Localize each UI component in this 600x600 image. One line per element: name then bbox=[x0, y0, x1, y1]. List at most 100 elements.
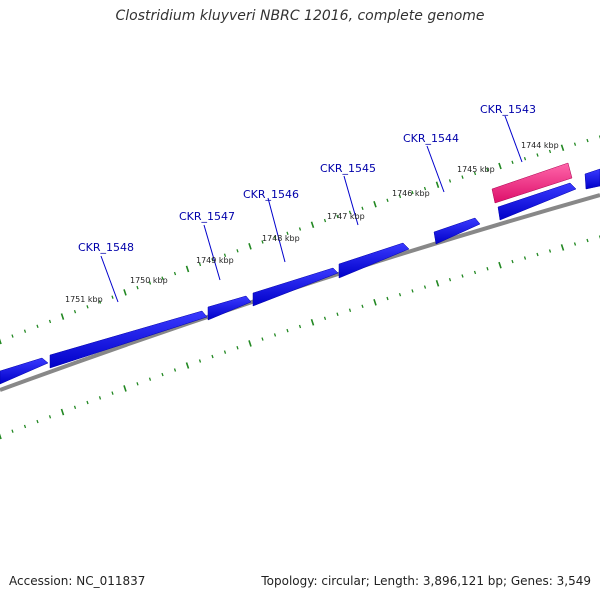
gene-label-ckr-1548[interactable]: CKR_1548 bbox=[78, 241, 134, 254]
minor-tick bbox=[73, 405, 77, 410]
minor-tick bbox=[198, 262, 202, 267]
callout-line-ckr-1545 bbox=[343, 175, 359, 226]
minor-tick bbox=[461, 274, 464, 278]
genome-backbone bbox=[0, 193, 600, 392]
minor-tick bbox=[336, 312, 339, 316]
minor-tick bbox=[586, 238, 589, 243]
minor-tick bbox=[98, 396, 102, 400]
minor-tick bbox=[223, 350, 227, 354]
kbp-labels: 1751 kbp 1750 kbp 1749 kbp 1748 kbp 1747… bbox=[65, 141, 559, 304]
kbp-label: 1749 kbp bbox=[196, 256, 234, 265]
major-tick bbox=[0, 338, 2, 345]
minor-tick bbox=[198, 359, 202, 363]
minor-tick bbox=[36, 324, 39, 329]
major-tick bbox=[185, 362, 190, 369]
gene-label-ckr-1543[interactable]: CKR_1543 bbox=[480, 103, 536, 116]
minor-tick bbox=[386, 296, 389, 301]
major-tick bbox=[248, 243, 252, 250]
minor-tick bbox=[286, 328, 289, 333]
major-tick bbox=[123, 289, 127, 296]
minor-tick bbox=[298, 324, 302, 329]
map-title: Clostridium kluyveri NBRC 12016, complet… bbox=[115, 8, 485, 24]
minor-tick bbox=[423, 186, 427, 191]
gene-label-ckr-1544[interactable]: CKR_1544 bbox=[403, 132, 459, 145]
major-tick bbox=[185, 265, 190, 273]
minor-tick bbox=[336, 214, 339, 219]
minor-tick bbox=[86, 400, 89, 405]
minor-tick bbox=[148, 281, 152, 285]
minor-tick bbox=[398, 292, 402, 297]
major-tick bbox=[498, 261, 502, 269]
major-tick bbox=[60, 408, 65, 416]
minor-tick bbox=[448, 179, 452, 183]
highlight-feature[interactable] bbox=[491, 162, 573, 204]
gene-feature-ckr-1544[interactable] bbox=[433, 217, 481, 245]
kbp-label: 1746 kbp bbox=[392, 189, 430, 198]
gene-label-ckr-1546[interactable]: CKR_1546 bbox=[243, 188, 299, 201]
minor-tick bbox=[486, 167, 489, 172]
gene-track bbox=[0, 168, 600, 385]
gene-feature-ckr-1545[interactable] bbox=[338, 242, 410, 279]
minor-tick bbox=[161, 276, 164, 280]
genome-summary-text: Topology: circular; Length: 3,896,121 bp… bbox=[261, 574, 591, 588]
minor-tick bbox=[211, 354, 214, 359]
minor-tick bbox=[461, 175, 464, 179]
major-tick bbox=[310, 319, 315, 326]
major-tick bbox=[123, 385, 127, 392]
minor-tick bbox=[48, 415, 52, 419]
major-tick bbox=[248, 340, 252, 347]
gene-labels: CKR_1548 CKR_1547 CKR_1546 CKR_1545 CKR_… bbox=[78, 103, 536, 254]
minor-tick bbox=[361, 206, 364, 211]
minor-tick bbox=[523, 256, 527, 260]
accession-text: Accession: NC_011837 bbox=[9, 574, 146, 588]
outer-tick-ring bbox=[0, 135, 600, 345]
minor-tick bbox=[211, 258, 214, 262]
gene-feature-ckr-1548[interactable] bbox=[49, 310, 208, 369]
minor-tick bbox=[473, 171, 477, 176]
minor-tick bbox=[411, 190, 414, 195]
minor-tick bbox=[448, 277, 452, 282]
gene-feature[interactable] bbox=[584, 168, 600, 190]
major-tick bbox=[560, 244, 565, 251]
gene-feature[interactable] bbox=[0, 357, 49, 385]
kbp-label: 1747 kbp bbox=[327, 212, 365, 221]
minor-tick bbox=[11, 429, 14, 433]
minor-tick bbox=[23, 329, 27, 333]
minor-tick bbox=[386, 198, 389, 203]
callout-lines bbox=[100, 115, 523, 303]
minor-tick bbox=[348, 210, 352, 215]
gene-feature-ckr-1547[interactable] bbox=[207, 295, 252, 321]
minor-tick bbox=[136, 382, 139, 386]
minor-tick bbox=[323, 218, 327, 223]
gene-feature-ckr-1546[interactable] bbox=[252, 267, 339, 307]
major-tick bbox=[560, 144, 565, 152]
kbp-label: 1751 kbp bbox=[65, 295, 103, 304]
major-tick bbox=[0, 433, 2, 440]
gene-feature-ckr-1543[interactable] bbox=[497, 182, 577, 221]
minor-tick bbox=[486, 267, 489, 271]
callout-line-ckr-1543 bbox=[504, 115, 523, 163]
major-tick bbox=[498, 162, 502, 170]
minor-tick bbox=[273, 333, 277, 337]
gene-label-ckr-1545[interactable]: CKR_1545 bbox=[320, 162, 376, 175]
minor-tick bbox=[361, 304, 364, 309]
minor-tick bbox=[98, 300, 102, 304]
minor-tick bbox=[536, 252, 539, 257]
minor-tick bbox=[36, 419, 39, 424]
minor-tick bbox=[548, 249, 552, 253]
major-tick bbox=[310, 221, 315, 229]
kbp-label: 1744 kbp bbox=[521, 141, 559, 150]
major-tick bbox=[60, 313, 65, 320]
gene-label-ckr-1547[interactable]: CKR_1547 bbox=[179, 210, 235, 223]
inner-tick-ring bbox=[0, 235, 600, 440]
minor-tick bbox=[261, 240, 264, 244]
callout-line-ckr-1547 bbox=[203, 224, 221, 281]
minor-tick bbox=[148, 377, 152, 381]
minor-tick bbox=[473, 270, 477, 275]
minor-tick bbox=[586, 138, 589, 143]
minor-tick bbox=[73, 309, 77, 314]
minor-tick bbox=[286, 231, 289, 236]
kbp-label: 1748 kbp bbox=[262, 234, 300, 243]
minor-tick bbox=[236, 249, 239, 253]
